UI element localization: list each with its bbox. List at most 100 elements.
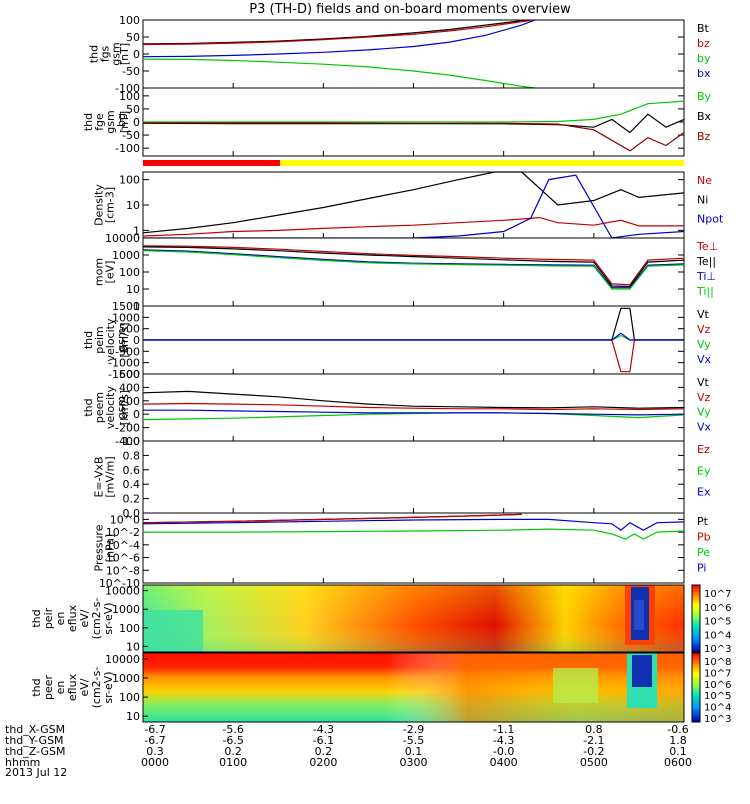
ylabel-line: -bg <box>115 113 128 131</box>
colorbar-tick-label: 10^3 <box>704 714 731 725</box>
legend-entry: Ti⊥ <box>696 270 716 283</box>
y-tick-label: 0 <box>133 334 140 347</box>
plot-title: P3 (TH-D) fields and on-board moments ov… <box>249 2 571 17</box>
series-line-ni <box>142 171 685 234</box>
x-row-value: 0.2 <box>315 745 333 758</box>
legend-entry: bx <box>697 67 711 80</box>
y-tick-label: -1000 <box>108 357 140 370</box>
y-tick-label: -500 <box>115 345 140 358</box>
panel-3: 100 10 1 Density[cm-3] Ne Ni Npot <box>93 171 724 239</box>
panel-frame <box>142 512 685 584</box>
legend-entry: Vz <box>697 391 711 404</box>
y-tick-label: -200 <box>115 422 140 435</box>
series-line-bz <box>142 19 536 46</box>
y-tick-label: 1 <box>133 300 140 313</box>
legend-entry: Vy <box>697 338 711 351</box>
x-tick-label: 0200 <box>309 756 337 769</box>
y-tick-label: 100 <box>119 622 140 635</box>
ylabel-line: Pressure <box>93 524 106 571</box>
y-tick-label: -50 <box>122 129 140 142</box>
y-tick-label: 1500 <box>112 300 140 313</box>
y-tick-label: 10 <box>126 199 140 212</box>
series-line-pe <box>143 528 685 540</box>
legend-entry: Bt <box>697 22 710 35</box>
ylabel-line: gsm <box>115 328 128 351</box>
series-line-pi <box>142 518 685 531</box>
legend-entry: Npot <box>697 213 724 226</box>
colorbar-tick-label: 10^8 <box>704 657 731 668</box>
legend-entry: Pe <box>697 546 710 559</box>
ylabel-line: gsm <box>104 110 117 133</box>
series-line-ti <box>142 249 685 289</box>
x-row-label: thd_X-GSM <box>5 723 65 736</box>
ylabel-line: sr-eV) <box>102 671 115 703</box>
y-tick-label: 10000 <box>105 585 140 598</box>
y-tick-label: 1000 <box>112 672 140 685</box>
legend-entry: Vt <box>697 376 710 389</box>
ylabel-line: thd <box>82 113 95 131</box>
y-tick-label: 10^-2 <box>106 526 140 539</box>
colorbar-tick-label: 10^7 <box>704 668 731 679</box>
y-tick-label: -100 <box>115 82 140 95</box>
panel-frame <box>142 19 685 89</box>
panel-frame <box>142 373 685 442</box>
y-tick-label: -50 <box>122 65 140 78</box>
spectrogram-axis-2: 10000 1000 100 10 thd peer en eflux eV/(cm2-s-sr… <box>30 653 731 725</box>
x-row-value: -4.3 <box>493 734 514 747</box>
y-tick-label: 100 <box>119 266 140 279</box>
ylabel-line: [km/s] <box>118 322 131 357</box>
y-tick-label: 10000 <box>105 232 140 245</box>
ylabel-line: [km/s] <box>118 390 131 425</box>
ylabel-line: [eV] <box>104 261 117 284</box>
colorbar-tick-label: 10^6 <box>704 603 731 614</box>
y-tick-label: 0 <box>133 408 140 421</box>
y-tick-label: 1000 <box>112 603 140 616</box>
x-row-value: 0.1 <box>405 745 423 758</box>
ylabel-line: fge <box>93 113 106 131</box>
ylabel-line: eV/ <box>78 678 91 696</box>
y-tick-label: -400 <box>115 435 140 448</box>
line-panels: 100500-50-100thdfgsgsm[nT]Btbzbybx100500… <box>82 14 724 590</box>
ylabel-line: fgs <box>99 45 112 62</box>
series-line-te <box>142 245 685 286</box>
ion-spectrogram-colorbar <box>691 584 701 653</box>
ylabel-line: E=-VxB <box>93 456 106 497</box>
y-tick-label: 0.6 <box>123 464 141 477</box>
series-line-bt <box>142 19 536 45</box>
legend-entry: Pt <box>697 515 709 528</box>
y-tick-label: 10^-6 <box>106 552 140 565</box>
y-tick-label: 100 <box>119 14 140 27</box>
legend-entry: Vx <box>697 353 712 366</box>
x-row-value: -6.7 <box>144 734 165 747</box>
x-row-value: -0.2 <box>583 745 604 758</box>
legend-entry: By <box>697 90 712 103</box>
x-tick-label: 0100 <box>219 756 247 769</box>
colorbar-tick-label: 10^3 <box>704 644 731 655</box>
legend-entry: Vz <box>697 323 711 336</box>
x-row-value: -1.1 <box>493 723 514 736</box>
colorbar-tick-label: 10^5 <box>704 691 731 702</box>
ylabel-line: gsm <box>115 396 128 419</box>
panel-ylabel: mom[eV] <box>93 258 117 286</box>
y-tick-label: 1 <box>133 224 140 237</box>
panel-4: 10000 1000 100 10 1 mom[eV] Te⊥ Te|| Ti⊥ Ti|| <box>93 232 719 313</box>
legend-entry: Vt <box>697 308 710 321</box>
legend-entry: by <box>697 52 711 65</box>
x-row-value: -6.1 <box>313 734 334 747</box>
spectrogram-axis-1: 10000 1000 100 10 thd peir en eflux eV/(cm2-s-sr… <box>30 585 731 655</box>
y-tick-label: 50 <box>126 103 140 116</box>
panel-frame <box>142 440 685 514</box>
ylabel-line: eflux <box>66 673 79 701</box>
ylabel-line: [cm-3] <box>104 187 117 223</box>
date-label: 2013 Jul 12 <box>5 766 67 779</box>
legend-entry: Pb <box>697 531 711 544</box>
panel-ylabel: Density[cm-3] <box>93 184 117 226</box>
legend-entry: Bz <box>697 130 711 143</box>
electron-spectrogram-colorbar <box>691 652 701 723</box>
y-tick-label: 10^-4 <box>106 539 140 552</box>
legend-entry: Ex <box>697 486 711 499</box>
colorbar-tick-label: 10^4 <box>704 630 731 641</box>
colorbar-tick-label: 10^7 <box>704 589 731 600</box>
